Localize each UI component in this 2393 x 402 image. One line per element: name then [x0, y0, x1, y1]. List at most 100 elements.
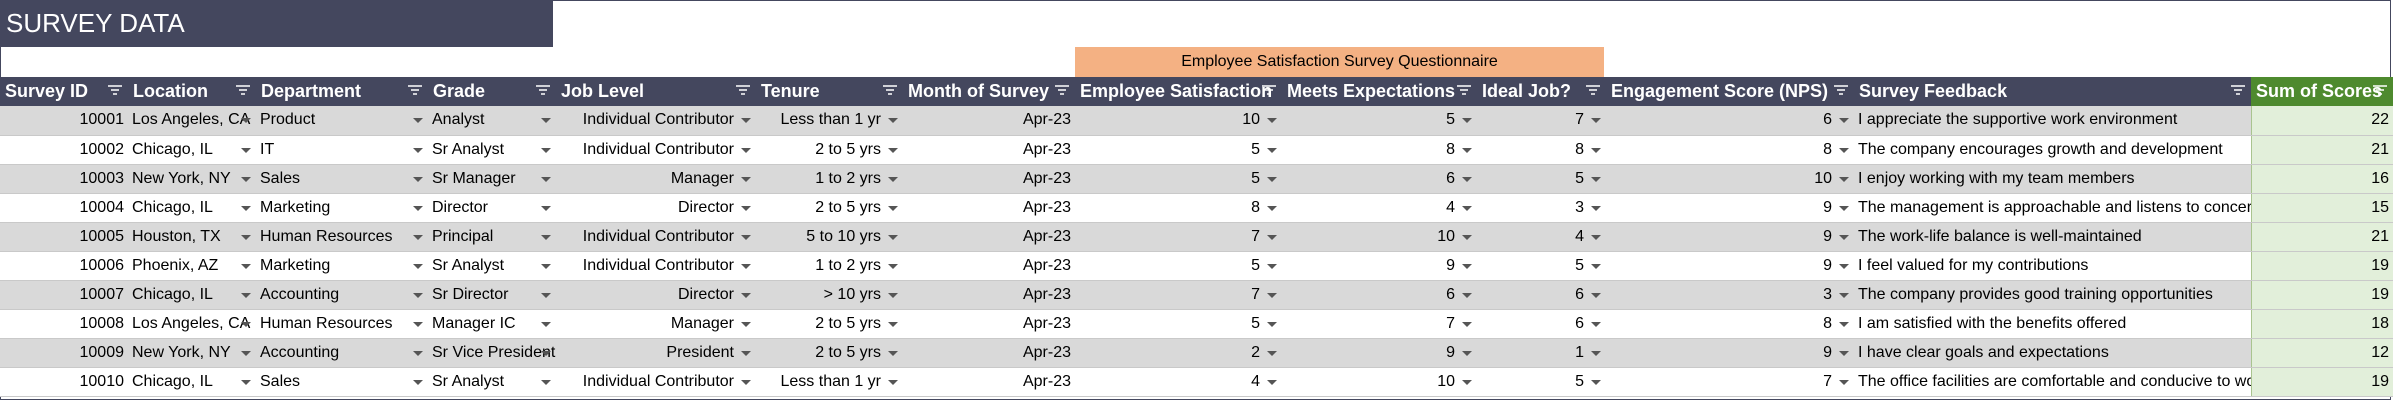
cell-month[interactable]: Apr-23	[903, 309, 1075, 339]
dropdown-caret-icon[interactable]	[741, 379, 751, 385]
dropdown-caret-icon[interactable]	[241, 321, 251, 327]
filter-icon[interactable]	[536, 85, 550, 97]
cell-nps[interactable]: 8	[1606, 309, 1854, 339]
dropdown-caret-icon[interactable]	[1267, 321, 1277, 327]
dropdown-caret-icon[interactable]	[741, 205, 751, 211]
cell-location[interactable]: Chicago, IL	[128, 280, 256, 310]
cell-job-level[interactable]: Director	[556, 280, 756, 310]
dropdown-caret-icon[interactable]	[413, 263, 423, 269]
dropdown-caret-icon[interactable]	[1839, 176, 1849, 182]
cell-tenure[interactable]: 2 to 5 yrs	[756, 193, 903, 223]
dropdown-caret-icon[interactable]	[741, 321, 751, 327]
dropdown-caret-icon[interactable]	[541, 147, 551, 153]
cell-month[interactable]: Apr-23	[903, 193, 1075, 223]
dropdown-caret-icon[interactable]	[1591, 147, 1601, 153]
cell-nps[interactable]: 9	[1606, 338, 1854, 368]
col-header-survey-id[interactable]: Survey ID	[0, 77, 128, 106]
cell-location[interactable]: New York, NY	[128, 164, 256, 194]
dropdown-caret-icon[interactable]	[1267, 350, 1277, 356]
cell-grade[interactable]: Sr Vice President	[428, 338, 556, 368]
dropdown-caret-icon[interactable]	[1591, 292, 1601, 298]
cell-feedback[interactable]: The office facilities are comfortable an…	[1854, 367, 2251, 397]
dropdown-caret-icon[interactable]	[1839, 118, 1849, 124]
col-header-month[interactable]: Month of Survey	[903, 77, 1075, 106]
cell-month[interactable]: Apr-23	[903, 338, 1075, 368]
cell-feedback[interactable]: The management is approachable and liste…	[1854, 193, 2251, 223]
cell-survey-id[interactable]: 10007	[0, 280, 128, 310]
cell-location[interactable]: New York, NY	[128, 338, 256, 368]
dropdown-caret-icon[interactable]	[413, 118, 423, 124]
dropdown-caret-icon[interactable]	[541, 379, 551, 385]
dropdown-caret-icon[interactable]	[1591, 234, 1601, 240]
dropdown-caret-icon[interactable]	[1839, 350, 1849, 356]
col-header-satisfaction[interactable]: Employee Satisfaction	[1075, 77, 1282, 106]
cell-sum[interactable]: 21	[2250, 222, 2393, 252]
cell-department[interactable]: Marketing	[256, 193, 428, 223]
cell-expectations[interactable]: 9	[1282, 251, 1477, 281]
cell-expectations[interactable]: 9	[1282, 338, 1477, 368]
filter-icon[interactable]	[108, 85, 122, 97]
cell-month[interactable]: Apr-23	[903, 280, 1075, 310]
cell-grade[interactable]: Sr Analyst	[428, 251, 556, 281]
cell-satisfaction[interactable]: 10	[1075, 106, 1282, 136]
cell-ideal-job[interactable]: 5	[1477, 164, 1606, 194]
col-header-feedback[interactable]: Survey Feedback	[1854, 77, 2251, 106]
filter-icon[interactable]	[236, 85, 250, 97]
filter-icon[interactable]	[408, 85, 422, 97]
cell-sum[interactable]: 18	[2250, 309, 2393, 339]
cell-location[interactable]: Chicago, IL	[128, 135, 256, 165]
cell-feedback[interactable]: I feel valued for my contributions	[1854, 251, 2251, 281]
cell-location[interactable]: Los Angeles, CA	[128, 309, 256, 339]
col-header-location[interactable]: Location	[128, 77, 256, 106]
dropdown-caret-icon[interactable]	[541, 350, 551, 356]
dropdown-caret-icon[interactable]	[1462, 176, 1472, 182]
dropdown-caret-icon[interactable]	[1267, 205, 1277, 211]
dropdown-caret-icon[interactable]	[1839, 263, 1849, 269]
cell-satisfaction[interactable]: 5	[1075, 164, 1282, 194]
dropdown-caret-icon[interactable]	[413, 234, 423, 240]
cell-survey-id[interactable]: 10009	[0, 338, 128, 368]
dropdown-caret-icon[interactable]	[241, 263, 251, 269]
cell-tenure[interactable]: 5 to 10 yrs	[756, 222, 903, 252]
dropdown-caret-icon[interactable]	[541, 176, 551, 182]
dropdown-caret-icon[interactable]	[241, 118, 251, 124]
dropdown-caret-icon[interactable]	[541, 234, 551, 240]
dropdown-caret-icon[interactable]	[413, 147, 423, 153]
cell-nps[interactable]: 9	[1606, 222, 1854, 252]
cell-expectations[interactable]: 10	[1282, 367, 1477, 397]
cell-tenure[interactable]: Less than 1 yr	[756, 367, 903, 397]
cell-location[interactable]: Chicago, IL	[128, 367, 256, 397]
cell-ideal-job[interactable]: 7	[1477, 106, 1606, 136]
cell-tenure[interactable]: 1 to 2 yrs	[756, 251, 903, 281]
cell-ideal-job[interactable]: 5	[1477, 251, 1606, 281]
dropdown-caret-icon[interactable]	[1591, 379, 1601, 385]
cell-nps[interactable]: 9	[1606, 251, 1854, 281]
dropdown-caret-icon[interactable]	[541, 263, 551, 269]
cell-nps[interactable]: 6	[1606, 106, 1854, 136]
dropdown-caret-icon[interactable]	[888, 176, 898, 182]
cell-satisfaction[interactable]: 7	[1075, 280, 1282, 310]
filter-icon[interactable]	[736, 85, 750, 97]
cell-department[interactable]: Human Resources	[256, 309, 428, 339]
cell-department[interactable]: Human Resources	[256, 222, 428, 252]
dropdown-caret-icon[interactable]	[1839, 147, 1849, 153]
dropdown-caret-icon[interactable]	[888, 205, 898, 211]
cell-survey-id[interactable]: 10004	[0, 193, 128, 223]
dropdown-caret-icon[interactable]	[1267, 118, 1277, 124]
cell-expectations[interactable]: 8	[1282, 135, 1477, 165]
dropdown-caret-icon[interactable]	[1591, 205, 1601, 211]
dropdown-caret-icon[interactable]	[1839, 205, 1849, 211]
cell-feedback[interactable]: The company provides good training oppor…	[1854, 280, 2251, 310]
dropdown-caret-icon[interactable]	[241, 292, 251, 298]
cell-satisfaction[interactable]: 4	[1075, 367, 1282, 397]
cell-sum[interactable]: 12	[2250, 338, 2393, 368]
cell-feedback[interactable]: I am satisfied with the benefits offered	[1854, 309, 2251, 339]
cell-sum[interactable]: 22	[2250, 106, 2393, 136]
dropdown-caret-icon[interactable]	[1267, 147, 1277, 153]
cell-expectations[interactable]: 6	[1282, 164, 1477, 194]
cell-tenure[interactable]: 2 to 5 yrs	[756, 135, 903, 165]
dropdown-caret-icon[interactable]	[413, 321, 423, 327]
cell-nps[interactable]: 8	[1606, 135, 1854, 165]
dropdown-caret-icon[interactable]	[541, 205, 551, 211]
cell-nps[interactable]: 7	[1606, 367, 1854, 397]
